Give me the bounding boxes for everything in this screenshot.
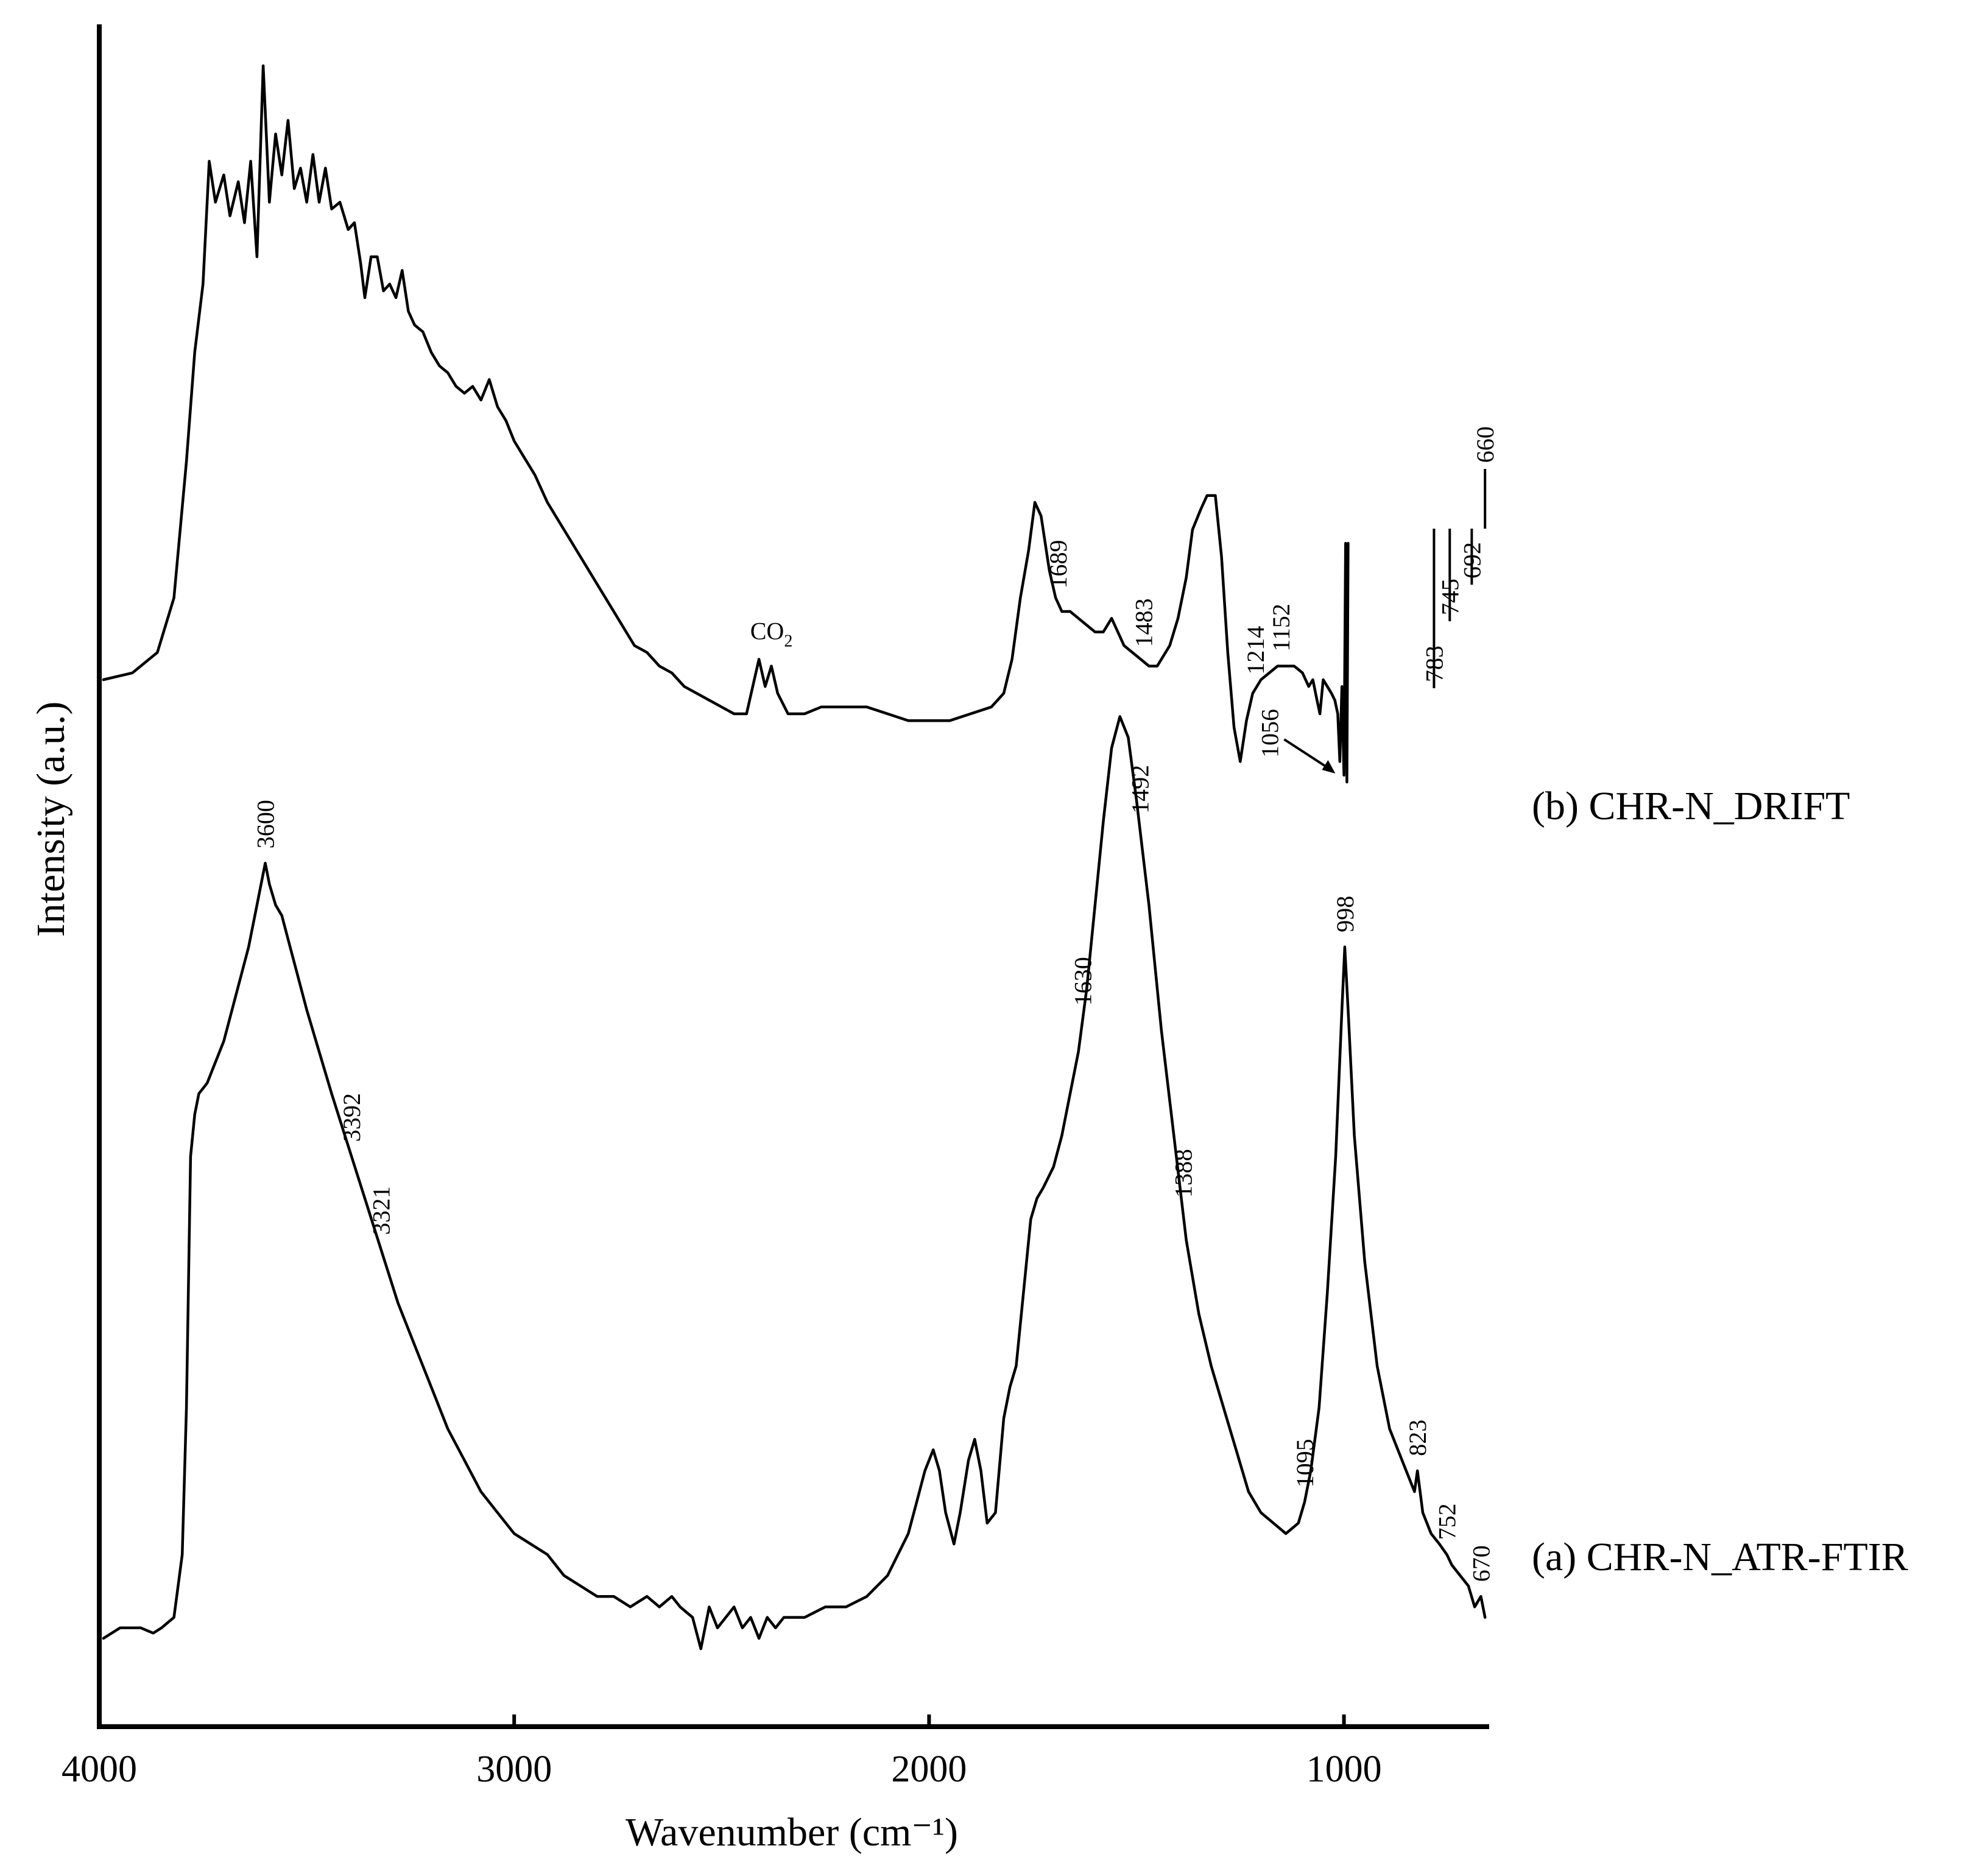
peak-label: 1388 bbox=[1169, 1149, 1197, 1198]
x-ticks bbox=[97, 1714, 1346, 1727]
peak-label: 1483 bbox=[1130, 598, 1158, 647]
peak-label: 998 bbox=[1331, 896, 1359, 932]
y-axis-title: Intensity (a.u.) bbox=[29, 702, 73, 937]
peak-label: 1095 bbox=[1291, 1439, 1319, 1487]
peak-label: 1152 bbox=[1267, 604, 1295, 652]
peak-label: CO2 bbox=[750, 618, 793, 651]
peak-label: 3321 bbox=[368, 1186, 395, 1235]
x-tick-label: 3000 bbox=[476, 1749, 552, 1790]
peak-label: 752 bbox=[1434, 1503, 1461, 1540]
peak-label: 692 bbox=[1458, 542, 1486, 579]
peak-label: 1689 bbox=[1045, 540, 1072, 589]
peak-label: 3392 bbox=[338, 1093, 365, 1142]
peak-label: 1630 bbox=[1069, 957, 1096, 1006]
x-tick-labels: 4000 3000 2000 1000 bbox=[62, 1749, 1382, 1790]
peak-label: 1492 bbox=[1126, 765, 1154, 814]
x-tick-label: 2000 bbox=[891, 1749, 967, 1790]
peak-label: 1056 bbox=[1256, 709, 1283, 758]
peak-label: 783 bbox=[1420, 646, 1448, 682]
series-lines bbox=[102, 64, 1487, 1651]
series-labels: (b) CHR-N_DRIFT (a) CHR-N_ATR-FTIR bbox=[1532, 784, 1908, 1579]
peak-label: 1214 bbox=[1242, 626, 1269, 675]
plot-area bbox=[97, 24, 1489, 1729]
x-axis-title: Wavenumber (cm⁻¹) bbox=[626, 1810, 958, 1855]
peak-label: 3600 bbox=[252, 800, 279, 848]
x-tick-label: 1000 bbox=[1306, 1749, 1382, 1790]
series-label: (b) CHR-N_DRIFT bbox=[1532, 784, 1850, 828]
peak-label: 823 bbox=[1404, 1420, 1431, 1456]
x-tick-label: 4000 bbox=[62, 1749, 137, 1790]
peak-label: 660 bbox=[1472, 426, 1499, 463]
peak-label: 670 bbox=[1467, 1545, 1495, 1582]
series-line-upper bbox=[102, 64, 1350, 784]
series-line-lower bbox=[102, 715, 1487, 1651]
arrow-head bbox=[1322, 760, 1336, 773]
peak-label: 745 bbox=[1436, 579, 1464, 615]
series-label: (a) CHR-N_ATR-FTIR bbox=[1532, 1535, 1908, 1579]
